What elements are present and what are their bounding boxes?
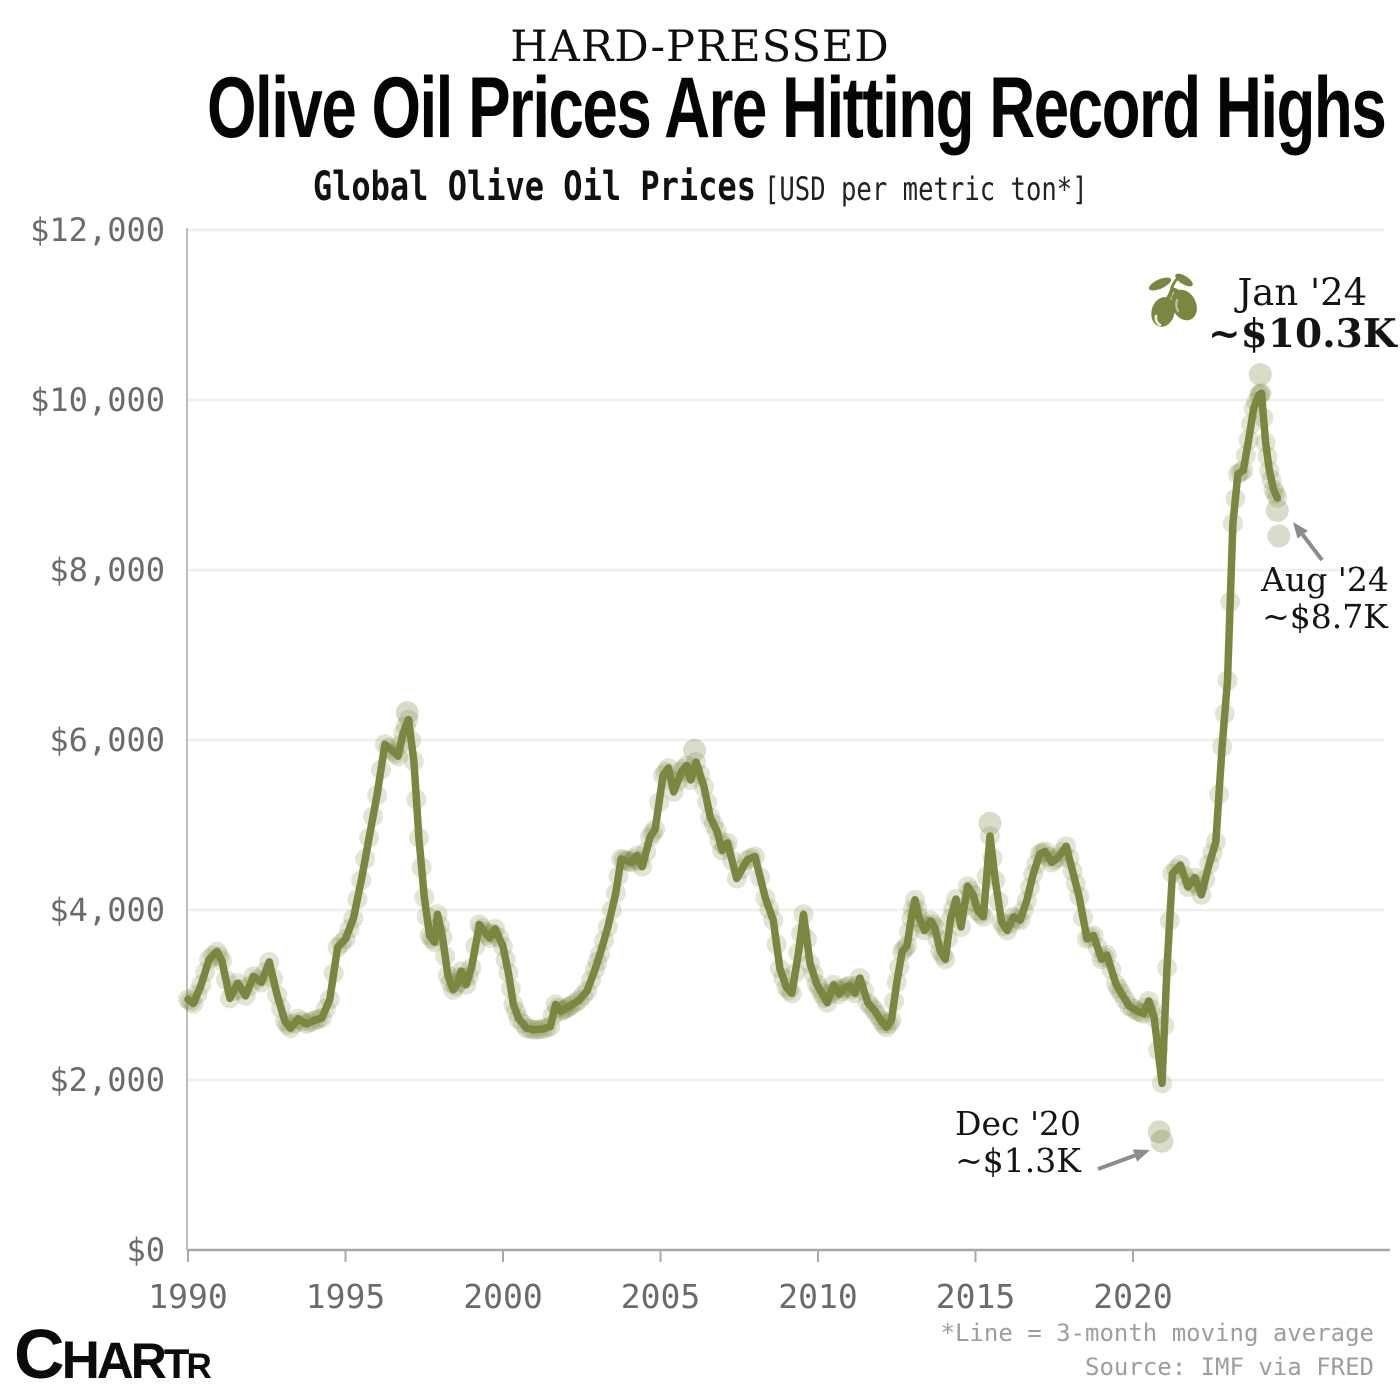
price-line	[184, 389, 1282, 1088]
y-tick-label: $8,000	[49, 551, 165, 589]
x-tick-label: 2005	[621, 1277, 700, 1316]
scatter-outlier-point	[1147, 1120, 1171, 1144]
annotation-aug24: Aug '24 ~$8.7K	[1256, 560, 1394, 636]
annotation-dec20-date: Dec '20	[954, 1104, 1082, 1143]
y-tick-label: $0	[126, 1231, 165, 1269]
x-tick-label: 2010	[778, 1277, 857, 1316]
olive-icon	[1148, 273, 1197, 327]
x-tick-label: 2000	[463, 1277, 542, 1316]
page-title-wrap: Olive Oil Prices Are Hitting Record High…	[0, 64, 1400, 152]
annotation-aug24-date: Aug '24	[1261, 560, 1389, 599]
footnotes: *Line = 3-month moving average Source: I…	[941, 1316, 1374, 1384]
subtitle-unit: [USD per metric ton*]	[763, 170, 1088, 208]
y-tick-label: $2,000	[49, 1061, 165, 1099]
annotation-dec20: Dec '20 ~$1.3K	[950, 1104, 1086, 1180]
y-tick-label: $12,000	[30, 211, 165, 249]
logo-letter: A	[96, 1332, 134, 1389]
scatter-outlier-point	[1248, 363, 1272, 386]
dec20-arrow-line	[1097, 1153, 1136, 1171]
y-tick-label: $6,000	[49, 721, 165, 759]
annotation-aug24-value: ~$8.7K	[1262, 596, 1388, 636]
x-tick-label: 2020	[1093, 1277, 1172, 1316]
annotation-jan24-value: ~$10.3K	[1208, 311, 1397, 358]
footnote-moving-average: *Line = 3-month moving average	[940, 1319, 1374, 1347]
footnote-source: Source: IMF via FRED	[1085, 1353, 1374, 1381]
scatter-outlier-point	[683, 738, 707, 762]
logo-letter: C	[14, 1315, 65, 1393]
scatter-outlier-point	[1150, 1129, 1174, 1153]
kicker: HARD-PRESSED	[510, 22, 890, 72]
x-tick-label: 2015	[936, 1277, 1015, 1316]
logo-letter: R	[186, 1347, 211, 1386]
x-tick-label: 1990	[148, 1277, 227, 1316]
annotation-jan24-date: Jan '24	[1237, 271, 1368, 314]
subtitle-series-name: Global Olive Oil Prices	[312, 164, 756, 210]
scatter-outlier-point	[1265, 499, 1289, 522]
page-title: Olive Oil Prices Are Hitting Record High…	[206, 60, 1387, 156]
scatter-outlier-point	[978, 811, 1002, 835]
logo-letter: H	[61, 1331, 100, 1390]
scatter-outlier-point	[1267, 524, 1291, 548]
logo-letter: R	[130, 1333, 167, 1389]
annotation-dec20-value: ~$1.3K	[955, 1140, 1081, 1180]
chartr-logo: C H A R T R	[14, 1315, 212, 1393]
dec20-arrow-head	[1132, 1149, 1150, 1162]
subtitle: Global Olive Oil Prices [USD per metric t…	[313, 164, 1088, 210]
aug24-arrow-line	[1301, 533, 1324, 562]
y-tick-label: $10,000	[30, 381, 165, 419]
subtitle-wrap: Global Olive Oil Prices [USD per metric t…	[0, 164, 1400, 210]
aug24-arrow-head	[1293, 522, 1308, 539]
logo-letter: T	[163, 1340, 190, 1387]
y-tick-label: $4,000	[49, 891, 165, 929]
annotation-jan24: Jan '24 ~$10.3K	[1146, 272, 1397, 357]
x-tick-label: 1995	[306, 1277, 385, 1316]
scatter-outlier-point	[395, 701, 419, 725]
